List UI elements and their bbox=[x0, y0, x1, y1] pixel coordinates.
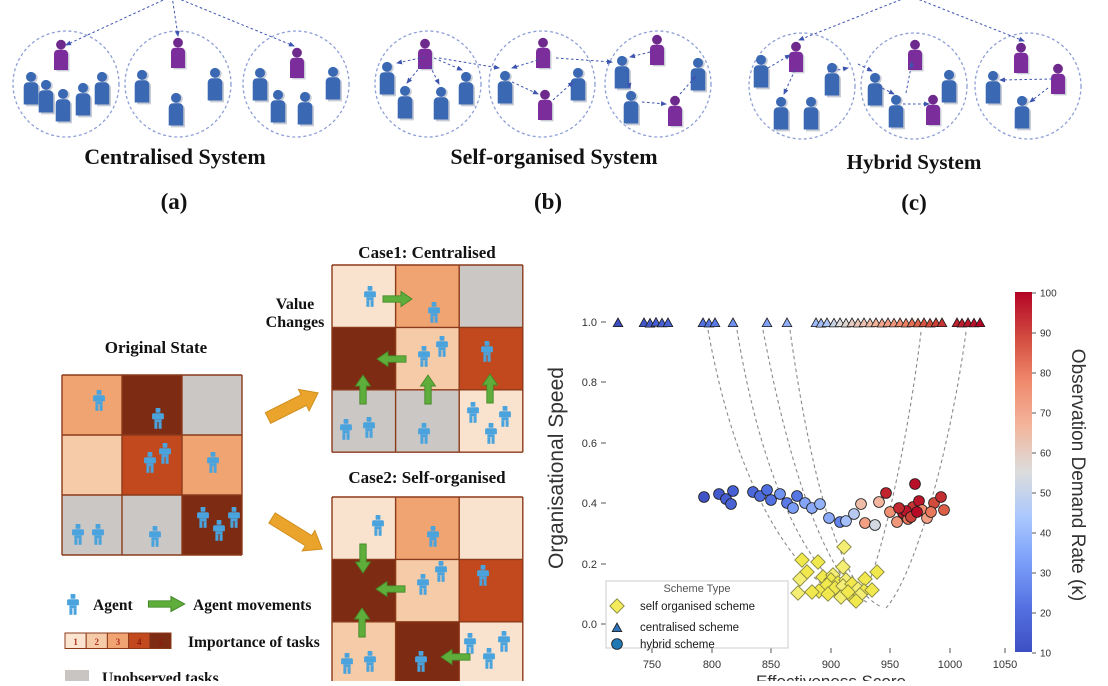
svg-text:Agent: Agent bbox=[93, 597, 133, 614]
svg-text:0.2: 0.2 bbox=[582, 559, 597, 571]
svg-text:(c): (c) bbox=[901, 190, 927, 215]
svg-text:Case1: Centralised: Case1: Centralised bbox=[358, 243, 496, 262]
svg-text:950: 950 bbox=[881, 659, 899, 671]
svg-text:(b): (b) bbox=[534, 189, 562, 214]
svg-text:40: 40 bbox=[1040, 529, 1052, 540]
svg-text:2: 2 bbox=[95, 637, 100, 647]
svg-text:1050: 1050 bbox=[993, 659, 1017, 671]
svg-text:4: 4 bbox=[137, 637, 142, 647]
svg-text:0.8: 0.8 bbox=[582, 377, 597, 389]
svg-text:50: 50 bbox=[1040, 489, 1052, 500]
svg-text:900: 900 bbox=[822, 659, 840, 671]
svg-text:Observation Demand Rate (κ): Observation Demand Rate (κ) bbox=[1067, 349, 1088, 601]
svg-text:Original State: Original State bbox=[105, 338, 208, 357]
svg-text:centralised scheme: centralised scheme bbox=[640, 622, 739, 634]
svg-text:Effectiveness Score: Effectiveness Score bbox=[756, 672, 906, 681]
svg-text:20: 20 bbox=[1040, 609, 1052, 620]
svg-text:Scheme Type: Scheme Type bbox=[663, 583, 730, 595]
svg-text:70: 70 bbox=[1040, 409, 1052, 420]
svg-text:850: 850 bbox=[762, 659, 780, 671]
svg-text:100: 100 bbox=[1040, 289, 1057, 300]
svg-text:self organised scheme: self organised scheme bbox=[640, 601, 755, 613]
svg-text:0.4: 0.4 bbox=[582, 498, 597, 510]
svg-text:Value: Value bbox=[276, 296, 315, 313]
svg-text:80: 80 bbox=[1040, 369, 1052, 380]
svg-text:750: 750 bbox=[643, 659, 661, 671]
svg-text:30: 30 bbox=[1040, 569, 1052, 580]
svg-text:(a): (a) bbox=[161, 189, 188, 214]
svg-text:60: 60 bbox=[1040, 449, 1052, 460]
svg-text:Self-organised System: Self-organised System bbox=[450, 144, 657, 169]
svg-text:0.6: 0.6 bbox=[582, 438, 597, 450]
svg-text:0.0: 0.0 bbox=[582, 619, 597, 631]
svg-text:3: 3 bbox=[116, 637, 121, 647]
svg-text:10: 10 bbox=[1040, 649, 1052, 660]
svg-text:Centralised System: Centralised System bbox=[84, 144, 265, 169]
svg-text:Changes: Changes bbox=[266, 314, 325, 331]
svg-text:Importance of tasks: Importance of tasks bbox=[188, 634, 320, 651]
svg-text:800: 800 bbox=[703, 659, 721, 671]
svg-text:hybrid scheme: hybrid scheme bbox=[640, 639, 715, 651]
svg-text:5: 5 bbox=[158, 637, 163, 647]
svg-text:Hybrid System: Hybrid System bbox=[847, 150, 982, 174]
svg-text:1000: 1000 bbox=[938, 659, 962, 671]
svg-text:Agent movements: Agent movements bbox=[193, 597, 311, 614]
svg-text:Organisational Speed: Organisational Speed bbox=[545, 367, 568, 569]
svg-text:Case2: Self-organised: Case2: Self-organised bbox=[348, 468, 506, 487]
svg-text:1: 1 bbox=[73, 637, 78, 647]
svg-text:Unobserved tasks: Unobserved tasks bbox=[102, 670, 219, 681]
svg-text:90: 90 bbox=[1040, 329, 1052, 340]
svg-text:1.0: 1.0 bbox=[582, 317, 597, 329]
